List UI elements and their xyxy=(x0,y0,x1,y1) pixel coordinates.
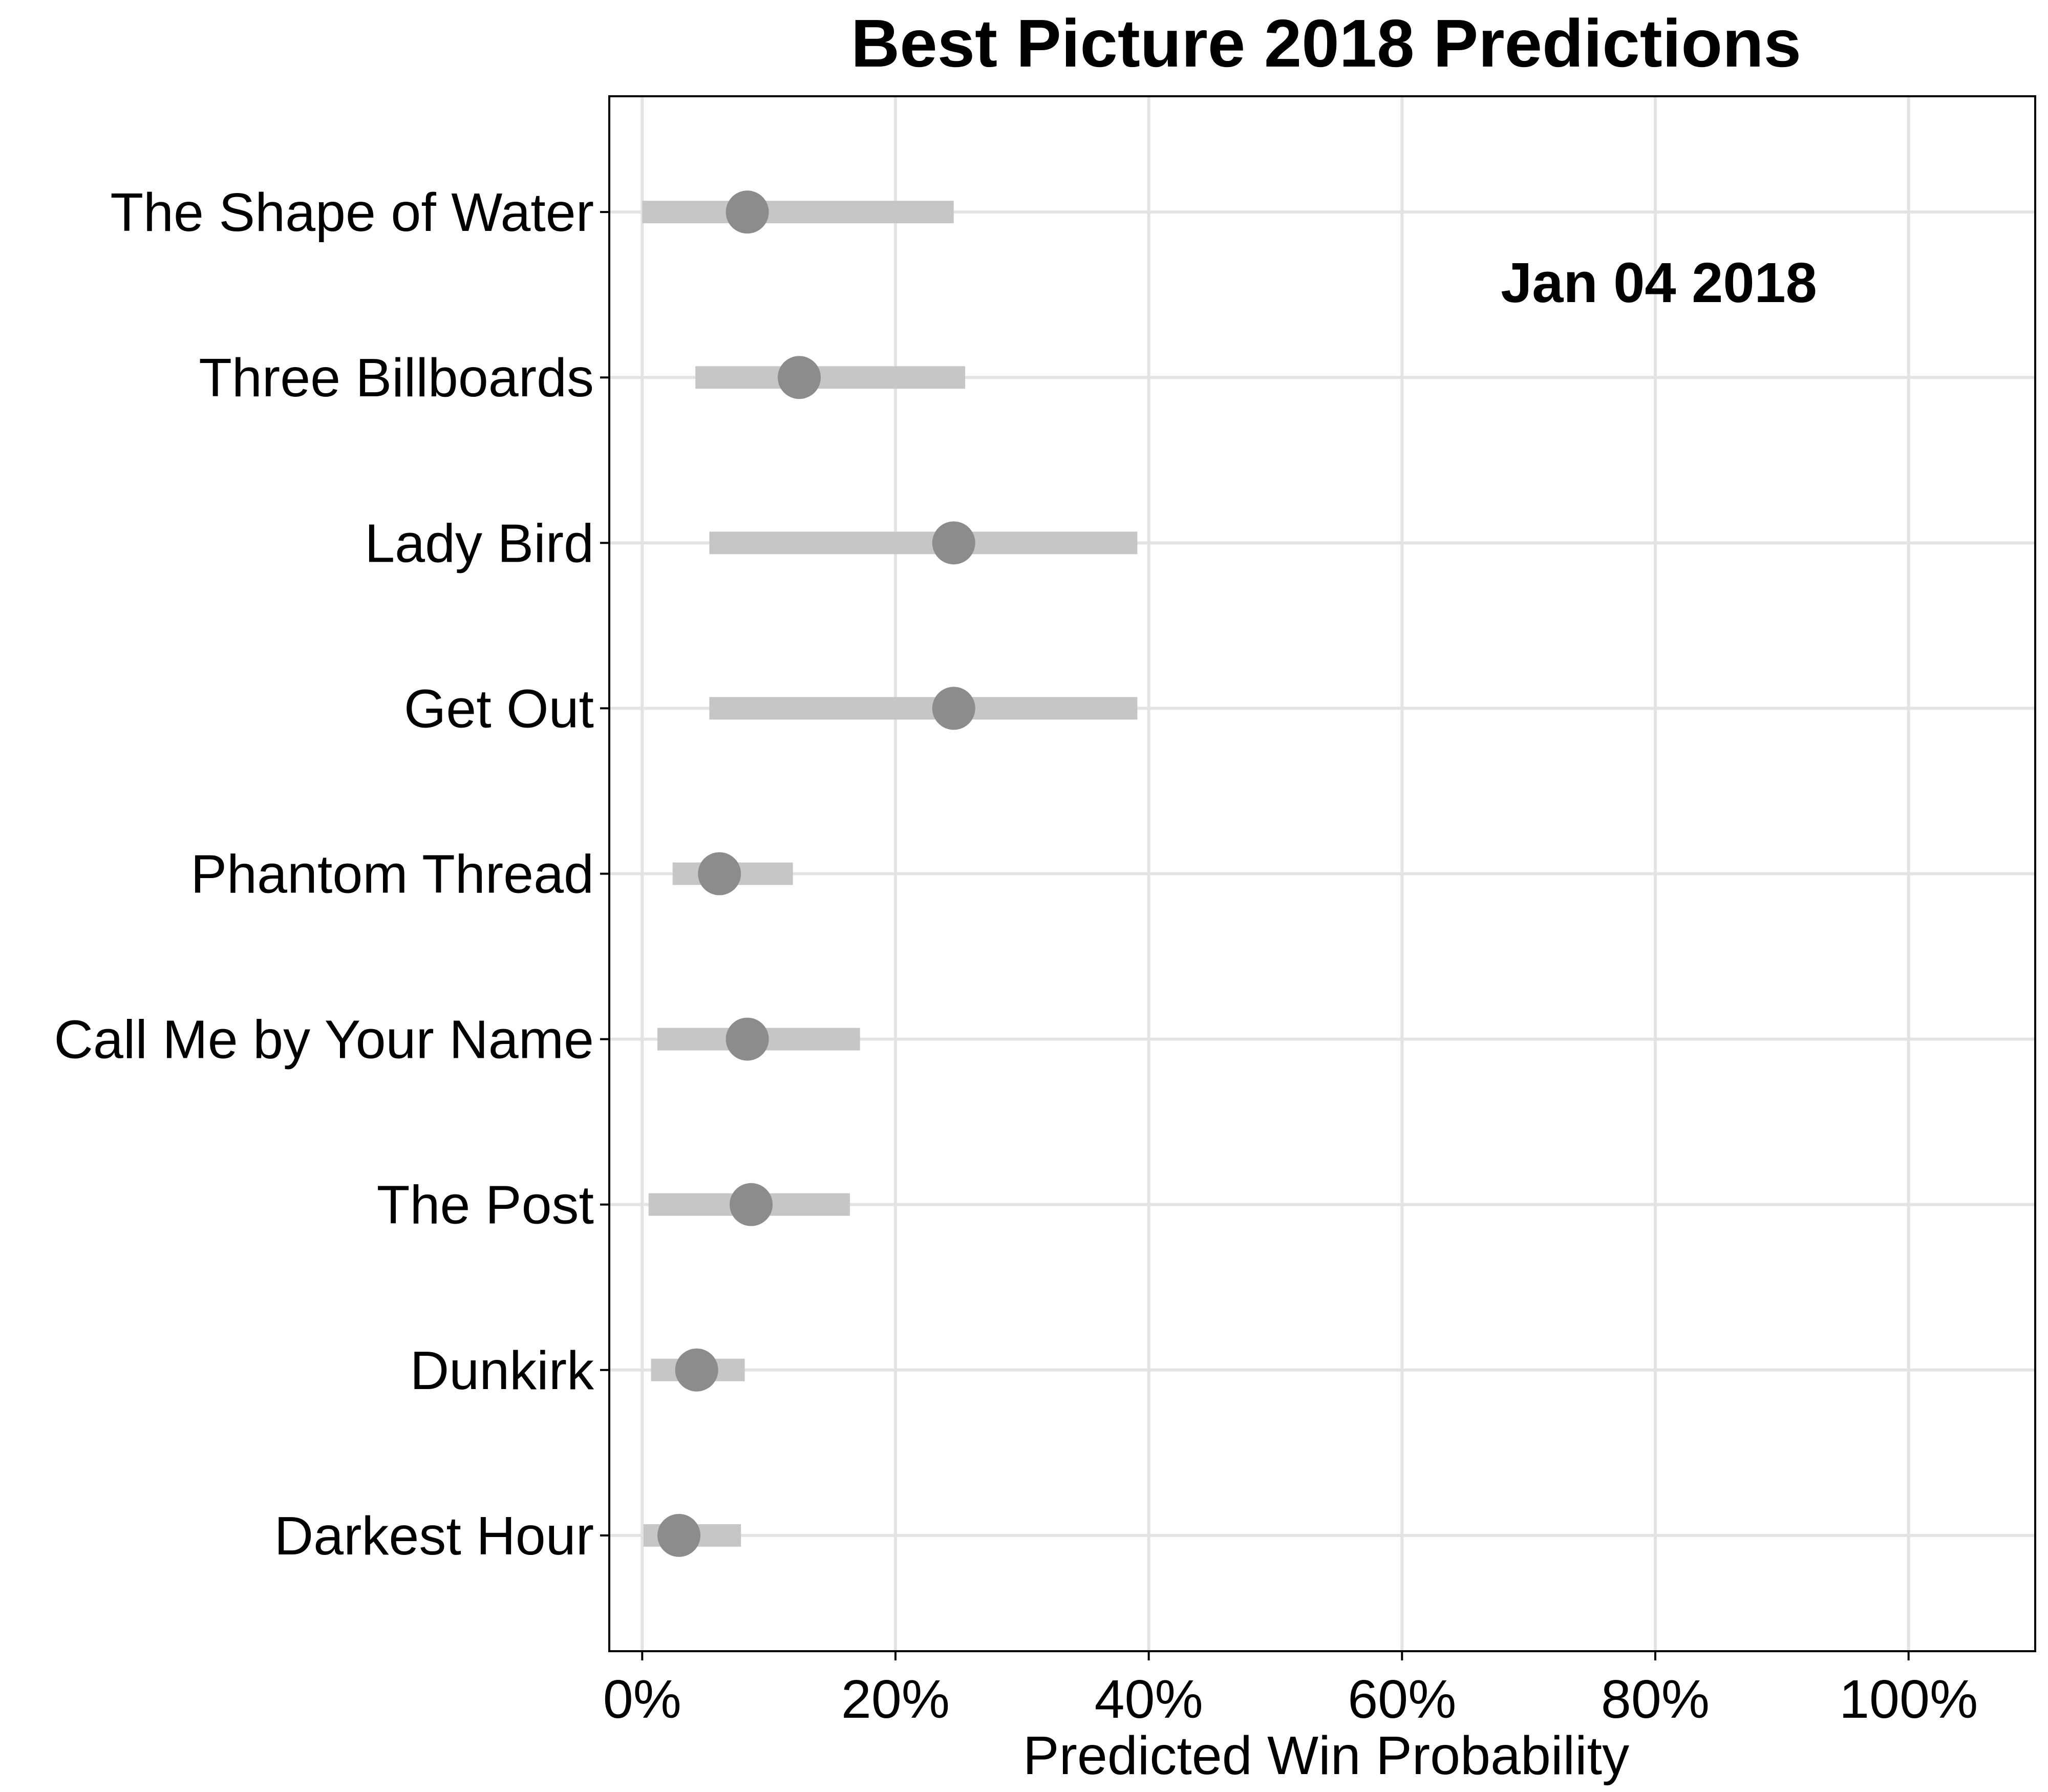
x-tick-label: 60% xyxy=(1348,1669,1456,1730)
estimate-point xyxy=(657,1513,701,1557)
category-label: Call Me by Your Name xyxy=(54,1010,594,1070)
gridlines xyxy=(609,96,2035,1651)
estimate-point xyxy=(698,852,741,895)
category-label: The Post xyxy=(377,1175,594,1235)
category-label: Dunkirk xyxy=(410,1340,594,1401)
estimate-points xyxy=(657,190,975,1557)
category-label: Three Billboards xyxy=(199,348,594,408)
estimate-point xyxy=(675,1348,718,1392)
x-axis-label: Predicted Win Probability xyxy=(1023,1725,1629,1786)
estimate-point xyxy=(730,1183,773,1226)
category-label: The Shape of Water xyxy=(110,182,594,243)
x-tick-label: 40% xyxy=(1095,1669,1203,1730)
estimate-point xyxy=(932,521,975,565)
date-annotation: Jan 04 2018 xyxy=(1501,251,1817,314)
estimate-point xyxy=(726,1017,769,1061)
x-tick-label: 0% xyxy=(603,1669,681,1730)
estimate-point xyxy=(726,190,769,234)
estimate-point xyxy=(778,356,821,399)
y-axis: The Shape of Water Three Billboards Lady B… xyxy=(54,182,609,1566)
x-tick-label: 20% xyxy=(841,1669,950,1730)
category-label: Phantom Thread xyxy=(190,844,594,905)
estimate-point xyxy=(932,687,975,730)
x-tick-label: 80% xyxy=(1601,1669,1710,1730)
category-label: Get Out xyxy=(404,678,594,739)
category-label: Lady Bird xyxy=(365,513,594,573)
x-tick-label: 100% xyxy=(1839,1669,1978,1730)
category-label: Darkest Hour xyxy=(274,1506,594,1566)
x-axis: 0% 20% 40% 60% 80% 100% xyxy=(603,1651,1978,1730)
chart-title: Best Picture 2018 Predictions xyxy=(851,6,1801,81)
